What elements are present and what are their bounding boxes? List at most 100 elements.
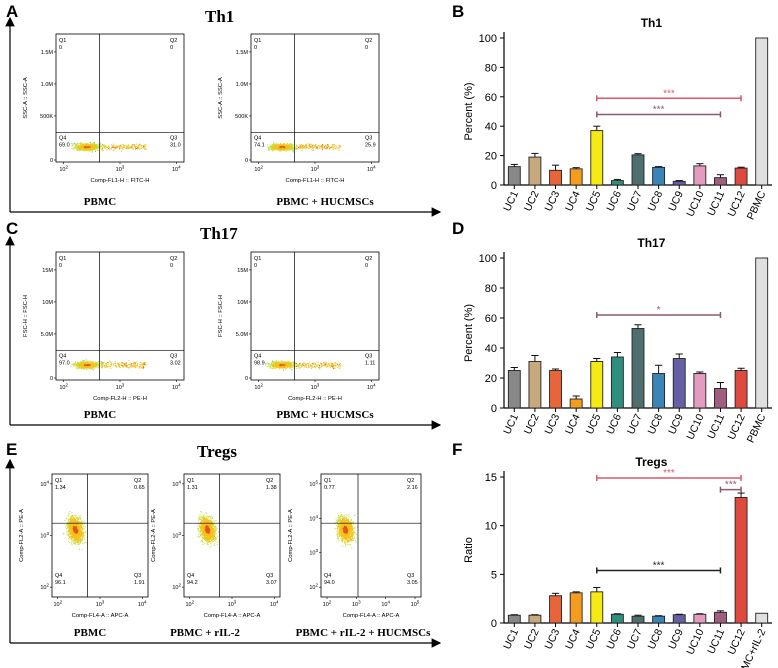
x-tick-label: 103 (116, 165, 125, 174)
x-axis-label: Comp-FL4-A :: APC-A (204, 613, 261, 619)
panel-a-title: Th1 (205, 7, 235, 26)
x-tick-label: UC2 (522, 189, 542, 213)
y-tick-label: 500K (40, 114, 53, 120)
q4-label: Q4 (254, 354, 261, 360)
flow-caption-a2: PBMC + HUCMSCs (276, 196, 374, 208)
x-tick-label: UC10 (684, 412, 706, 442)
x-tick-label: UC2 (522, 627, 542, 651)
y-axis-label: FSC-H :: FSC-H (218, 295, 224, 337)
x-axis-label: Comp-FL4-A :: APC-A (343, 613, 400, 619)
y-tick-label: 80 (485, 283, 497, 295)
panel-d-label: D (452, 219, 465, 238)
y-tick-label: 1.5M (41, 50, 54, 56)
y-tick-label: 10M (42, 300, 53, 306)
bar-uc10 (693, 613, 707, 624)
x-tick-label: 104 (172, 165, 181, 174)
plot-frame (55, 33, 185, 163)
bar-uc5 (590, 361, 604, 409)
flow-caption-e1: PBMC (73, 627, 107, 639)
x-tick-label: PBMC (745, 189, 769, 222)
x-tick-label: UC1 (501, 627, 521, 651)
significance-label: *** (663, 88, 675, 99)
y-tick-label: 0 (50, 158, 53, 164)
bar-uc2 (528, 156, 542, 186)
y-tick-label: 102 (40, 583, 49, 592)
q1-value: 0.77 (324, 485, 335, 491)
bar-uc9 (672, 614, 686, 624)
plot-frame (55, 251, 185, 381)
y-axis-label: Percent (%) (463, 304, 475, 362)
q3-label: Q3 (365, 354, 372, 360)
bar-pbmc (755, 37, 769, 186)
q3-value: 1.91 (134, 580, 145, 586)
q4-label: Q4 (59, 354, 66, 360)
y-tick-label: 0 (491, 180, 497, 192)
significance-label: *** (653, 560, 665, 571)
q2-label: Q2 (170, 256, 177, 262)
x-tick-label: UC11 (705, 412, 727, 441)
x-tick-label: UC3 (543, 412, 563, 436)
bar-uc11 (714, 388, 727, 409)
x-tick-label: UC7 (625, 412, 645, 436)
y-tick-label: 104 (40, 479, 49, 488)
y-tick-label: 5.0M (236, 332, 249, 338)
y-tick-label: 60 (485, 92, 497, 104)
bar-uc2 (528, 614, 542, 624)
q2-value: 1.38 (266, 485, 277, 491)
q3-value: 31.0 (170, 143, 181, 149)
x-axis-label: Comp-FL2-H :: PE-H (93, 396, 147, 402)
q2-value: 0 (170, 45, 173, 51)
x-tick-label: UC11 (705, 627, 727, 656)
x-tick-label: 103 (352, 600, 361, 609)
x-tick-label: UC12 (726, 189, 748, 219)
y-tick-label: 104 (309, 514, 318, 523)
q2-label: Q2 (365, 38, 372, 44)
y-tick-label: 10M (237, 300, 248, 306)
x-tick-label: 104 (367, 165, 376, 174)
q4-value: 94.2 (187, 580, 198, 586)
x-tick-label: UC4 (563, 189, 583, 213)
bar-uc6 (610, 356, 624, 409)
q1-label: Q1 (254, 38, 261, 44)
significance-label: *** (725, 480, 737, 491)
x-tick-label: UC10 (684, 627, 706, 657)
bar-uc5 (590, 591, 604, 624)
bar-uc12 (734, 167, 748, 186)
q3-value: 25.9 (365, 143, 376, 149)
bar-uc1 (507, 370, 521, 409)
q1-label: Q1 (324, 478, 331, 484)
y-tick-label: 40 (485, 343, 497, 355)
x-tick-label: UC8 (646, 627, 666, 651)
bar-uc3 (549, 595, 562, 624)
bar-uc11 (714, 611, 727, 624)
bar-pbmc-ril-2 (755, 612, 769, 624)
y-axis-label: Comp-FL2-A :: PE-A (151, 509, 157, 562)
y-tick-label: 0 (491, 403, 497, 415)
x-tick-label: 102 (59, 383, 68, 392)
x-tick-label: 102 (254, 165, 263, 174)
x-tick-label: UC9 (666, 189, 686, 213)
x-tick-label: UC7 (625, 627, 645, 651)
q2-value: 0 (365, 263, 368, 269)
plot-frame (250, 251, 380, 381)
bar-uc6 (610, 180, 624, 186)
y-tick-label: 0 (491, 618, 497, 630)
y-axis-label: FSC-H :: FSC-H (23, 295, 29, 337)
q3-value: 1.11 (365, 361, 375, 367)
bar-uc3 (549, 169, 562, 186)
q4-value: 97.0 (59, 361, 70, 367)
x-tick-label: 103 (116, 383, 125, 392)
x-axis-label: Comp-FL4-A :: APC-A (72, 613, 129, 619)
event-cloud (70, 359, 147, 371)
q2-label: Q2 (266, 478, 273, 484)
q1-value: 0 (59, 263, 62, 269)
flow-caption-e2: PBMC + rIL-2 (170, 627, 240, 639)
x-tick-label: UC6 (604, 189, 624, 213)
y-tick-label: 105 (309, 479, 318, 488)
x-tick-label: 104 (367, 383, 376, 392)
x-tick-label: 103 (228, 600, 237, 609)
y-tick-label: 15 (485, 472, 497, 484)
bar-uc8 (652, 373, 666, 409)
